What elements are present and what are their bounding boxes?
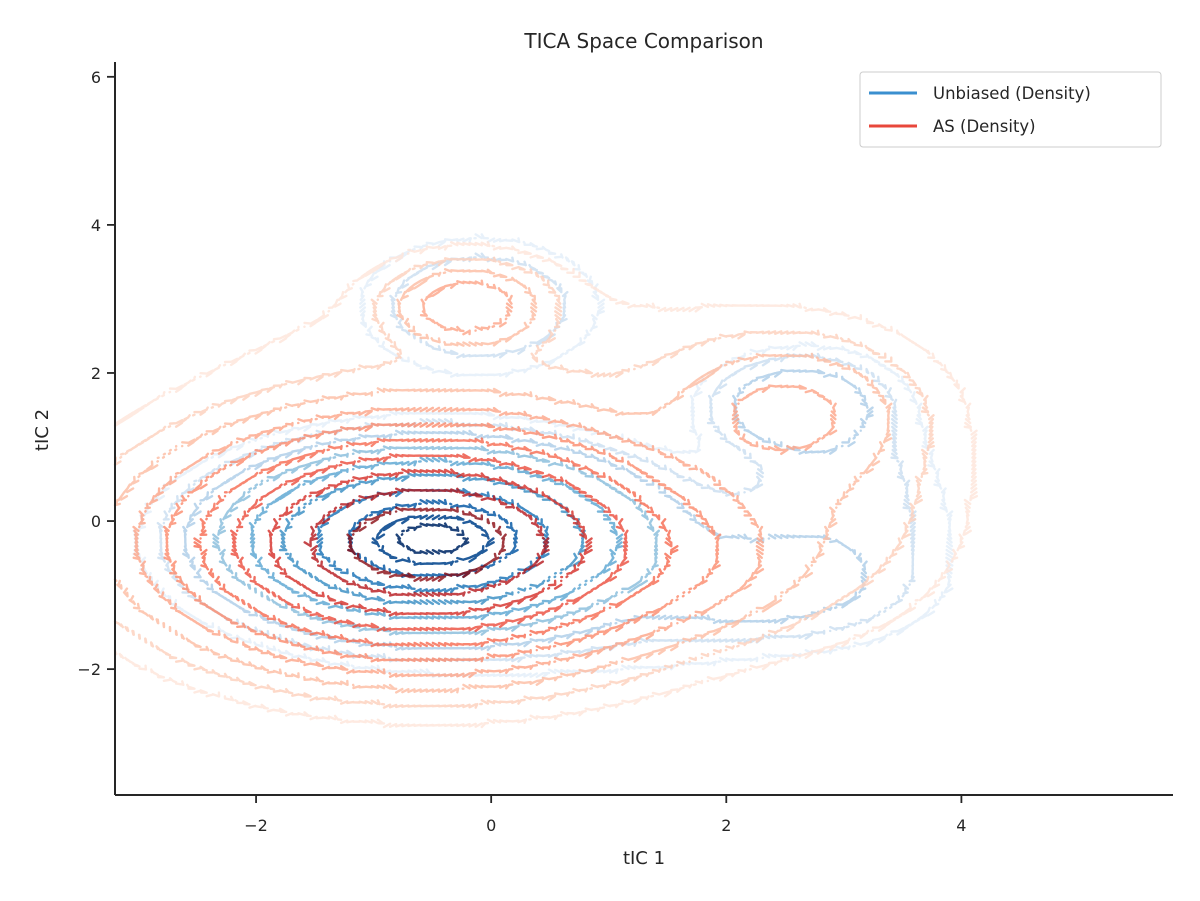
y-tick-label: −2 xyxy=(77,660,101,679)
axes: −2 0 2 4 −2 0 2 4 6 xyxy=(77,62,1173,835)
y-tick-label: 4 xyxy=(91,216,101,235)
legend-frame xyxy=(859,71,1162,148)
chart-title: TICA Space Comparison xyxy=(523,29,763,53)
x-tick-label: 2 xyxy=(721,816,731,835)
x-tick-label: 0 xyxy=(486,816,496,835)
x-tick-label: −2 xyxy=(244,816,268,835)
contour-level-0-9 xyxy=(395,522,470,555)
legend-label-as: AS (Density) xyxy=(933,117,1036,136)
contour-layer xyxy=(113,233,979,729)
y-tick-label: 2 xyxy=(91,364,101,383)
contour-level-1-1 xyxy=(113,256,935,709)
contour-level-1-7 xyxy=(267,468,593,617)
contour-level-0-0 xyxy=(132,233,954,679)
contour-level-1-2 xyxy=(113,268,893,694)
y-tick-label: 6 xyxy=(91,68,101,87)
y-tick-label: 0 xyxy=(91,512,101,531)
legend: Unbiased (Density) AS (Density) xyxy=(859,71,1162,148)
contour-level-1-6 xyxy=(230,453,630,633)
contour-level-1-4 xyxy=(163,422,722,663)
contour-level-1-3 xyxy=(132,279,838,679)
x-axis-label: tIC 1 xyxy=(623,848,665,869)
contour-level-0-3 xyxy=(211,445,660,636)
contour-level-1-0 xyxy=(113,241,979,729)
contour-series-1 xyxy=(113,241,979,729)
contour-level-0-6 xyxy=(316,487,550,594)
contour-level-1-8 xyxy=(303,487,550,598)
y-axis-label: tIC 2 xyxy=(32,409,53,451)
contour-level-1-9 xyxy=(346,506,507,582)
contour-level-1-5 xyxy=(193,437,679,648)
legend-label-unbiased: Unbiased (Density) xyxy=(933,84,1091,103)
x-tick-label: 4 xyxy=(956,816,966,835)
contour-level-0-8 xyxy=(371,514,495,566)
